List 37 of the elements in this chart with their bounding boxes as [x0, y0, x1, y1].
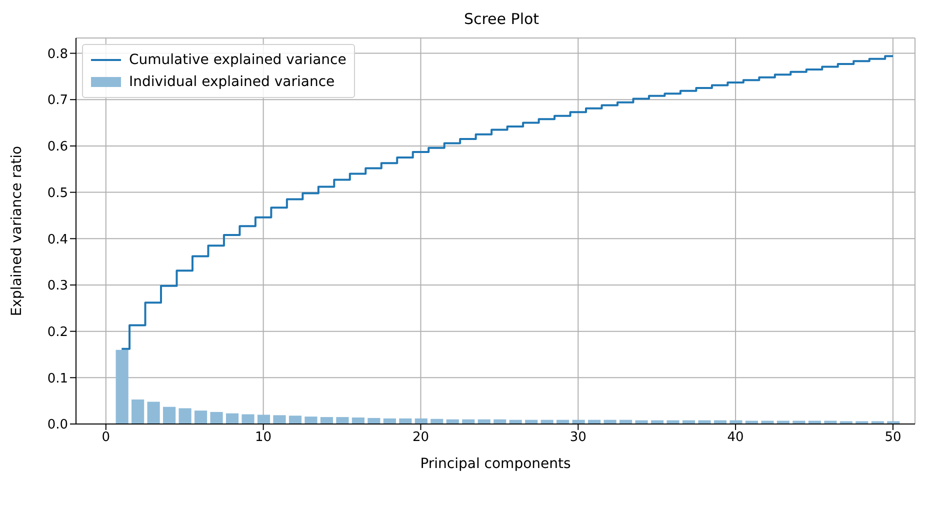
x-tick-label: 40 [727, 430, 744, 446]
y-tick-label: 0.2 [47, 324, 68, 340]
y-tick-label: 0.6 [47, 140, 68, 155]
bar [178, 408, 192, 424]
y-tick-label: 0.7 [47, 93, 68, 108]
bar [116, 350, 128, 424]
y-tick-label: 0.4 [47, 232, 68, 248]
y-tick-label: 0.0 [47, 418, 68, 433]
bar [288, 416, 302, 424]
bar [257, 414, 270, 424]
bar [194, 410, 208, 424]
bar [242, 414, 254, 424]
x-tick-label: 10 [255, 430, 272, 446]
x-axis-title: Principal components [420, 456, 571, 472]
bar [368, 418, 380, 424]
bar [132, 399, 144, 424]
y-tick-label: 0.1 [47, 371, 68, 386]
x-tick-label: 50 [884, 430, 902, 446]
y-axis-title: Explained variance ratio [8, 146, 25, 316]
y-tick-label: 0.3 [47, 278, 68, 294]
y-tick-label: 0.8 [47, 46, 68, 62]
chart-title: Scree Plot [462, 9, 540, 30]
x-tick-label: 30 [570, 430, 586, 446]
bar [147, 402, 160, 424]
x-tick-label: 0 [102, 430, 110, 446]
y-tick-label: 0.5 [47, 186, 68, 201]
bar [336, 417, 349, 424]
legend-label: Individual explained variance [129, 73, 335, 92]
bar [210, 412, 223, 424]
bar [226, 413, 239, 424]
bar [352, 418, 364, 424]
legend-label: Cumulative explained variance [129, 51, 346, 70]
bar [163, 406, 176, 424]
bar [273, 415, 286, 424]
bar [304, 416, 318, 424]
x-tick-label: 20 [412, 430, 430, 446]
bar [320, 417, 334, 424]
